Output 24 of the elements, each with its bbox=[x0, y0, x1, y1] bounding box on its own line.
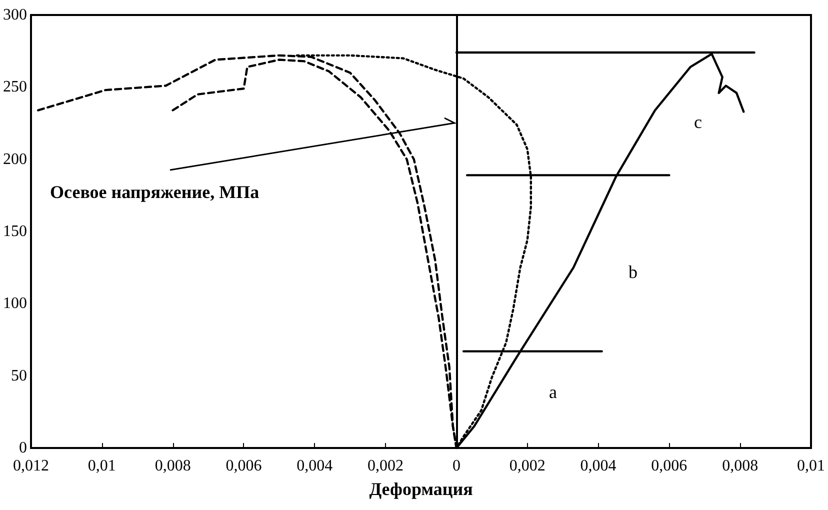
annotation: c bbox=[694, 112, 702, 132]
y-tick-label: 200 bbox=[3, 150, 27, 168]
x-tick-label: 0,012 bbox=[13, 458, 49, 474]
x-tick-label: 0,002 bbox=[368, 458, 404, 474]
x-tick-label: 0,01 bbox=[797, 458, 825, 474]
y-tick-label: 50 bbox=[11, 367, 27, 384]
x-tick-label: 0,008 bbox=[154, 458, 191, 474]
y-tick-label: 0 bbox=[19, 440, 27, 456]
x-tick-label: 0 bbox=[452, 458, 460, 474]
x-tick-label: 0,002 bbox=[509, 458, 546, 474]
x-axis-title: Деформация bbox=[369, 479, 474, 499]
x-tick-label: 0,008 bbox=[722, 458, 758, 474]
x-tick-label: 0,006 bbox=[226, 458, 262, 474]
y-tick-label: 250 bbox=[3, 78, 27, 96]
x-tick-label: 0,01 bbox=[88, 458, 116, 474]
y-tick-label: 150 bbox=[3, 223, 27, 240]
x-tick-label: 0,004 bbox=[580, 458, 616, 474]
annotation: a bbox=[549, 382, 557, 402]
x-tick-label: 0,006 bbox=[651, 458, 688, 474]
annotation: b bbox=[628, 262, 638, 282]
x-tick-label: 0,004 bbox=[296, 458, 333, 474]
y-axis-title: Осевое напряжение, МПа bbox=[50, 182, 260, 202]
y-tick-label: 100 bbox=[3, 295, 27, 312]
y-tick-label: 300 bbox=[3, 6, 27, 24]
